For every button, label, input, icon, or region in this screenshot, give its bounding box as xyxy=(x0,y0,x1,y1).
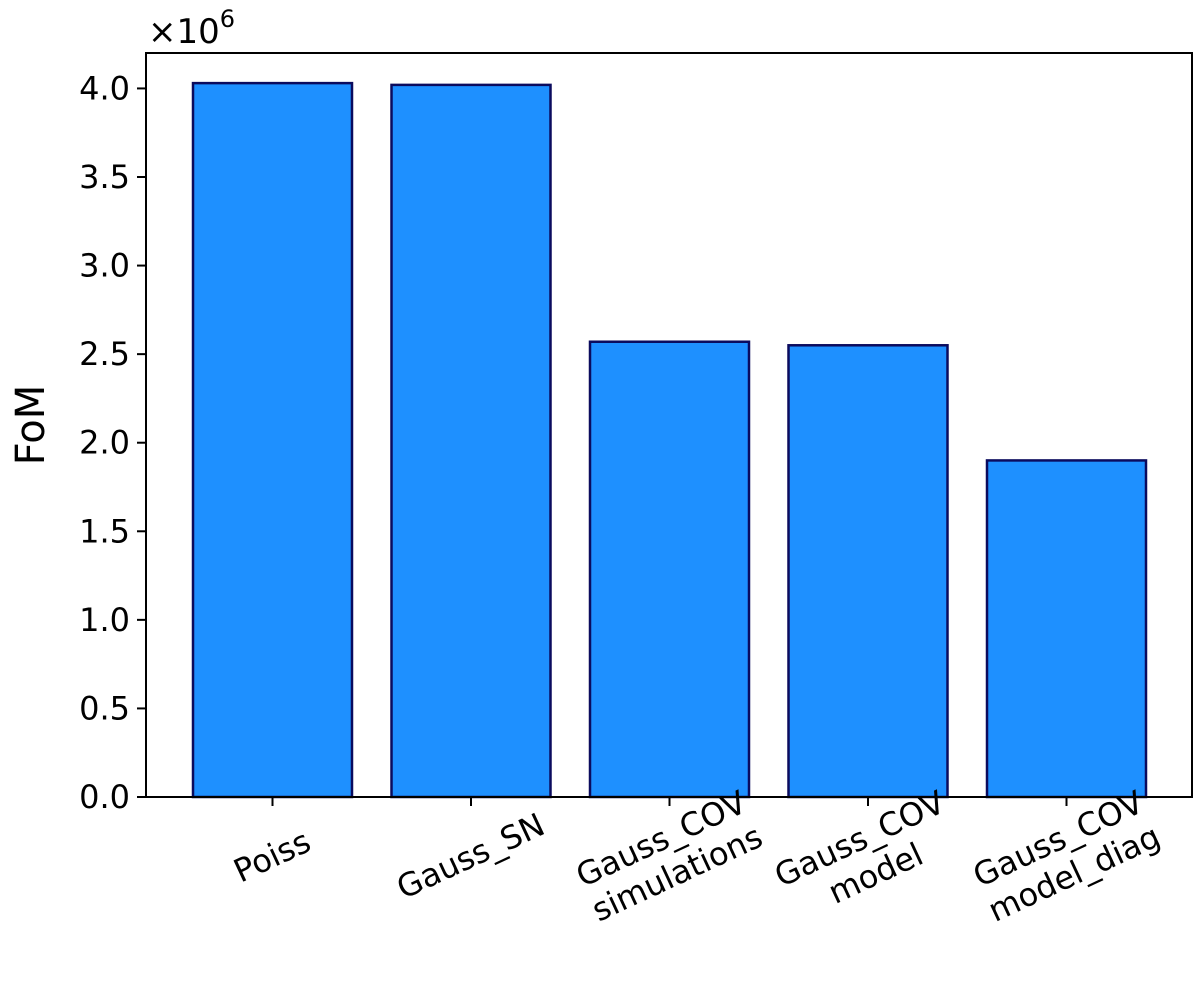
y-tick-label: 2.0 xyxy=(79,424,130,462)
y-tick-label: 3.5 xyxy=(79,158,130,196)
bar-4 xyxy=(985,459,1148,799)
bar-2 xyxy=(588,340,751,799)
multiplier-base: ×10 xyxy=(148,12,220,52)
y-tick-label: 1.5 xyxy=(79,512,130,550)
y-tick-label: 4.0 xyxy=(79,69,130,107)
y-tick-label: 1.0 xyxy=(79,601,130,639)
x-tick-label: Poiss xyxy=(228,822,317,890)
y-axis-label: FoM xyxy=(8,385,54,466)
x-tick-label: Gauss_SN xyxy=(391,805,551,906)
y-tick-label: 0.0 xyxy=(79,778,130,816)
y-axis-multiplier: ×106 xyxy=(148,5,235,52)
y-tick-label: 3.0 xyxy=(79,247,130,285)
y-tick-label: 2.5 xyxy=(79,335,130,373)
x-tick-label-group: Gauss_SN xyxy=(391,805,551,906)
bar-0 xyxy=(191,81,354,799)
bars-group xyxy=(191,81,1148,799)
x-tick-label-group: Poiss xyxy=(228,822,317,890)
bar-1 xyxy=(390,83,552,799)
y-axis-ticks: 0.0 0.5 1.0 1.5 2.0 2.5 3.0 3.5 4.0 xyxy=(79,69,146,816)
y-tick-label: 0.5 xyxy=(79,689,130,727)
multiplier-exponent: 6 xyxy=(220,5,235,33)
bar-3 xyxy=(787,344,949,799)
